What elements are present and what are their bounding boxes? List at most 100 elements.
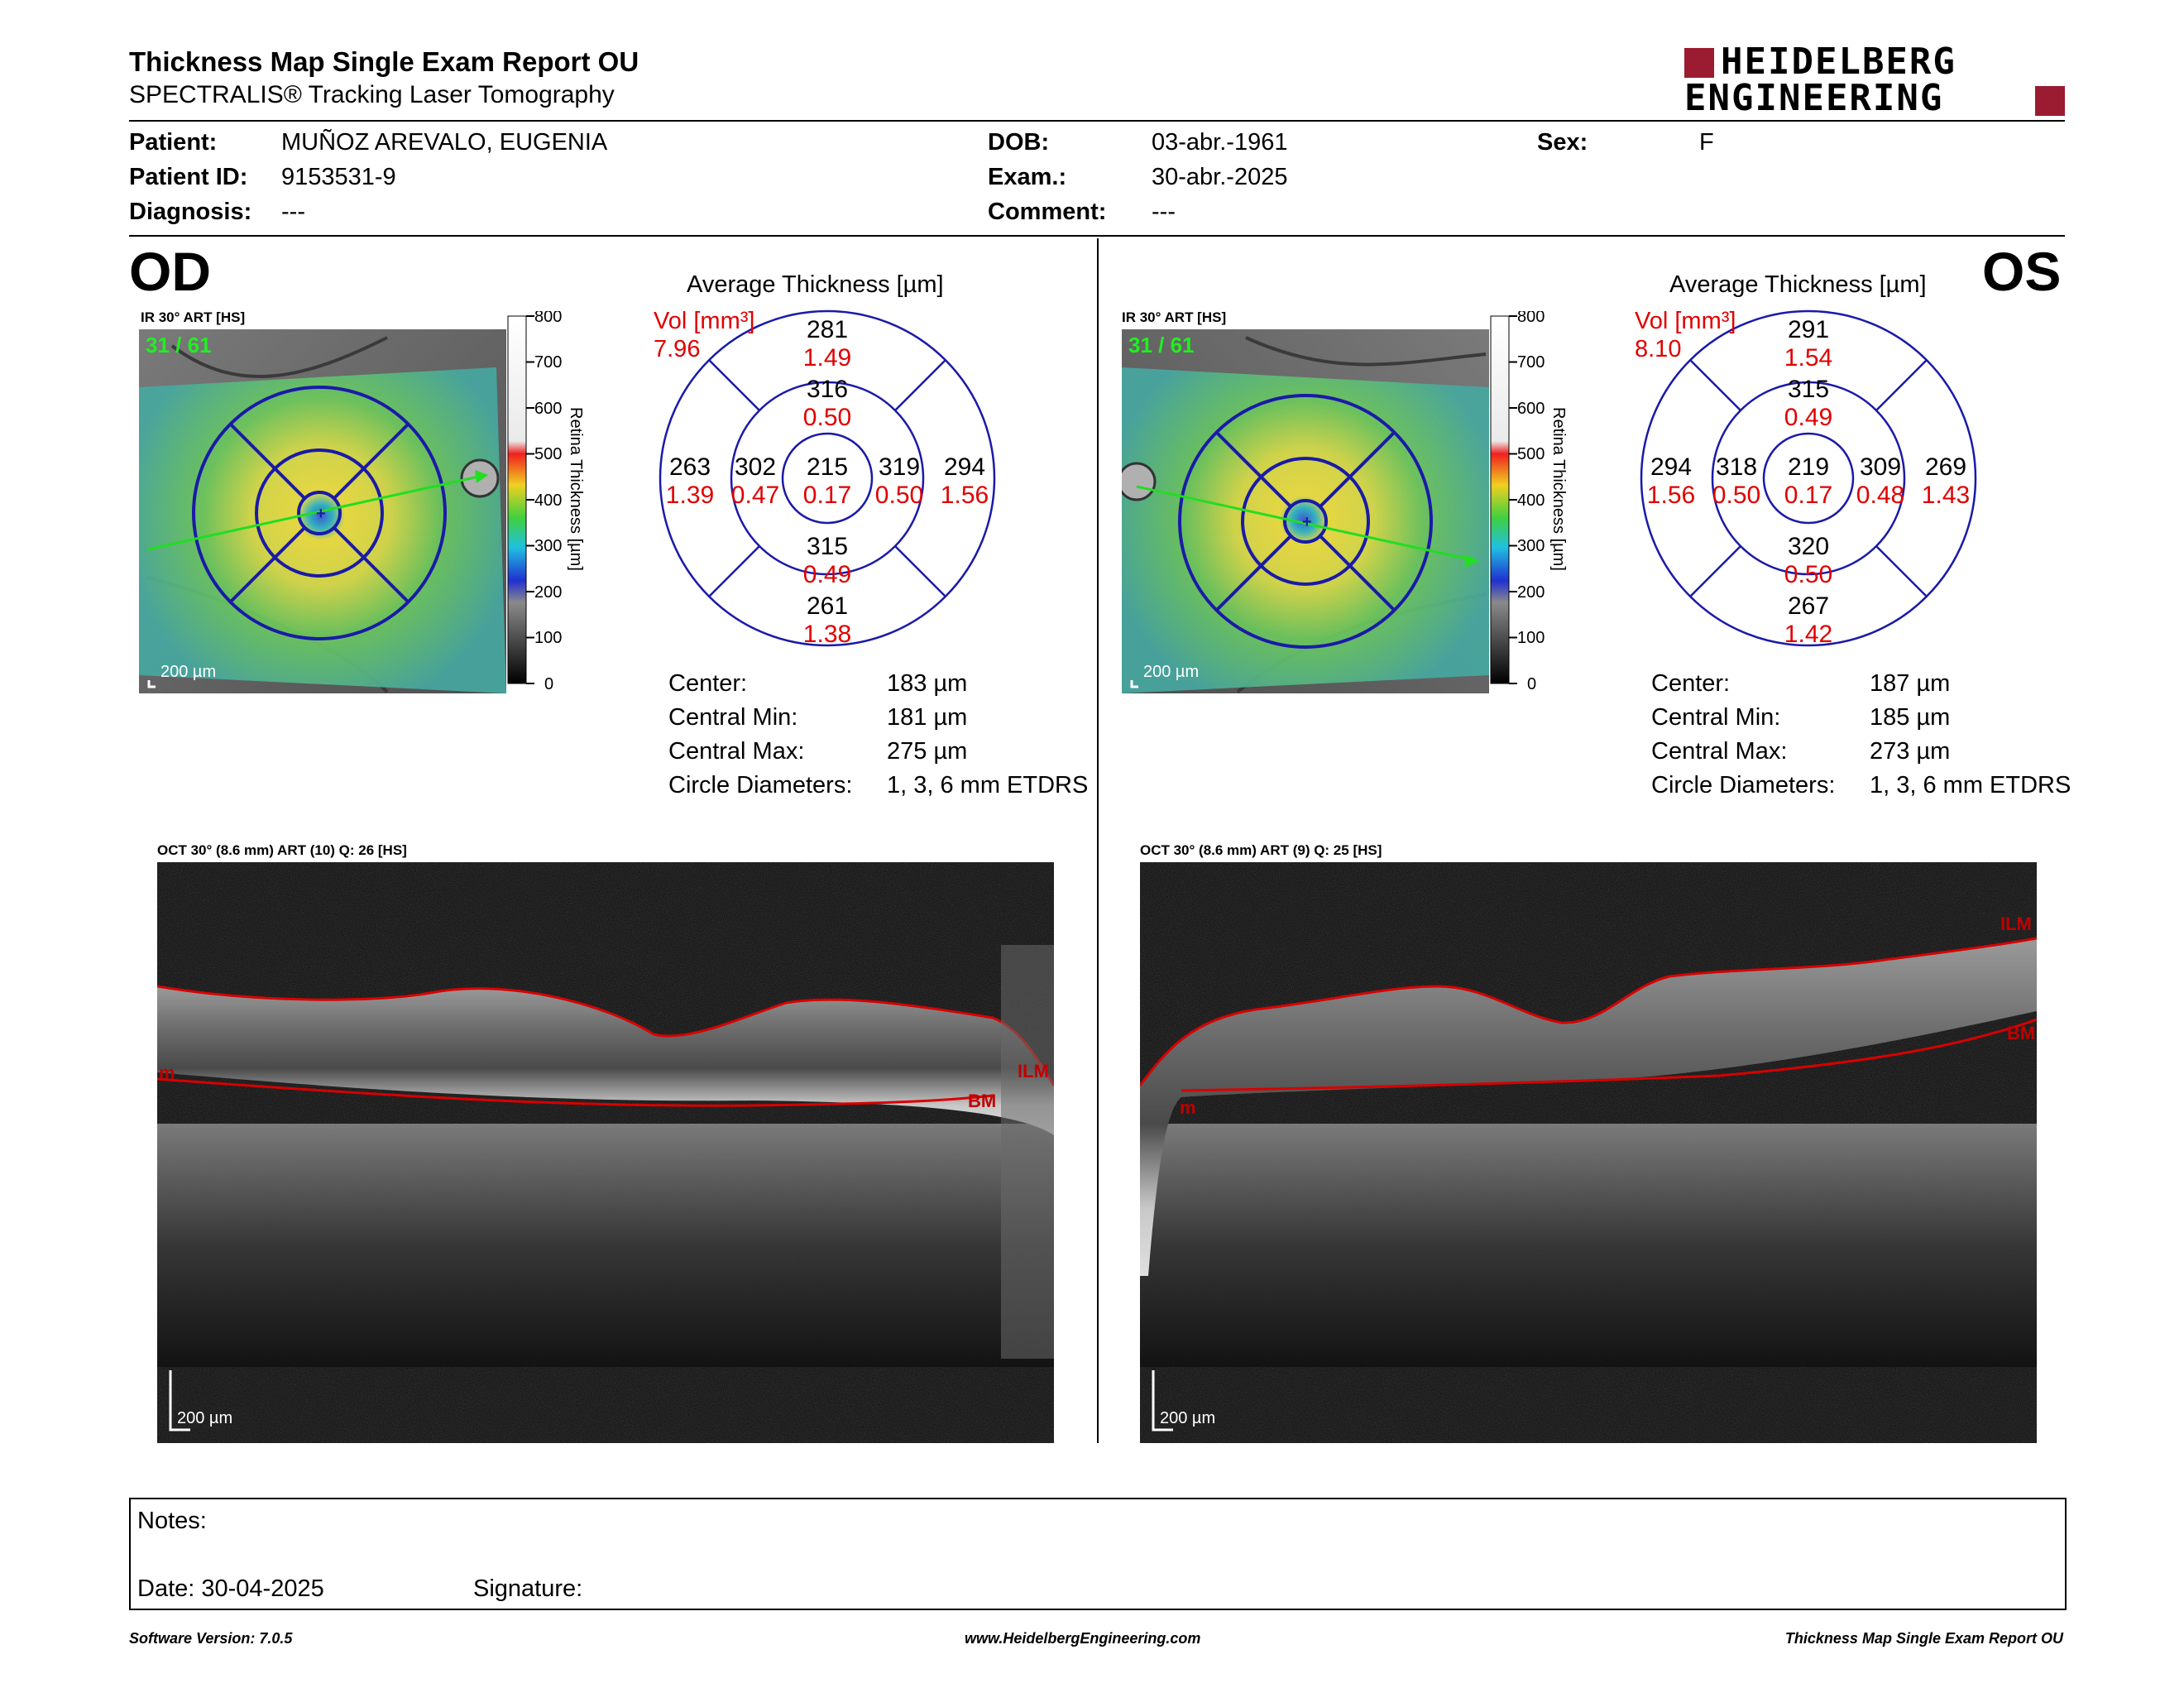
os-stat-diam-value: 1, 3, 6 mm ETDRS [1870,772,2071,798]
od-etdrs-grid [192,386,447,640]
od-stat-center-label: Center: [668,670,748,697]
od-scan-arrow-icon [475,470,488,483]
od-ilm-line [157,985,1054,1086]
os-colorbar: 800 700 600 500 400 300 200 100 0 Retina… [1490,311,1568,692]
notes-box[interactable]: Notes: Date: 30-04-2025 Signature: [129,1498,2067,1610]
patient-id-label: Patient ID: [129,164,248,190]
od-oct-scale-bar-icon [169,1370,190,1431]
eye-divider [1097,238,1099,1443]
os-stat-max-value: 273 µm [1870,738,1951,765]
logo-line-1: HEIDELBERG [1721,41,1956,83]
os-map-scale: 200 µm [1143,663,1199,681]
od-etdrs-chart: 281 1.49 316 0.50 263 1.39 302 0.47 215 … [659,309,996,648]
os-inner-sup-thickness: 315 [1788,376,1829,403]
od-oct-scale: 200 µm [177,1409,232,1427]
od-inner-sup-volume: 0.50 [803,404,851,431]
os-inner-inf-volume: 0.50 [1784,561,1832,588]
os-ilm-tag: ILM [2000,914,2032,934]
os-scan-arrow-icon [1464,554,1479,568]
header-rule [129,120,2065,122]
os-stat-diam-label: Circle Diameters: [1651,772,1836,798]
os-avg-title: Average Thickness [µm] [1669,271,1927,298]
os-bm-tag: BM [2007,1023,2035,1043]
od-stat-min-label: Central Min: [668,704,798,731]
colorbar-tick-100: 100 [534,629,562,647]
os-vol-total: 8.10 [1635,336,1682,362]
heidelberg-logo: HEIDELBERG ENGINEERING [1684,43,2065,117]
footer-website: www.HeidelbergEngineering.com [965,1630,1201,1647]
os-etdrs-chart: 291 1.54 315 0.49 294 1.56 318 0.50 219 … [1640,309,1977,648]
os-ir-label: IR 30° ART [HS] [1122,309,1227,325]
report-title: Thickness Map Single Exam Report OU [129,46,639,77]
os-colorbar-tick-100: 100 [1517,629,1545,647]
od-center-cross-icon: + [316,505,326,523]
notes-label: Notes: [137,1508,207,1534]
od-inner-right-volume: 0.50 [875,482,923,509]
od-outer-left-volume: 1.39 [666,482,714,509]
patient-rule [129,235,2065,237]
os-inner-left-thickness: 318 [1716,453,1757,481]
od-outer-inf-volume: 1.38 [803,621,851,648]
od-outer-sup-thickness: 281 [807,316,848,343]
od-inner-inf-thickness: 315 [807,533,848,560]
colorbar-tick-700: 700 [534,353,562,372]
od-map-scale: 200 µm [160,663,216,681]
os-colorbar-tick-0: 0 [1527,675,1536,692]
os-inner-right-volume: 0.48 [1856,482,1904,509]
comment-value: --- [1152,199,1176,225]
os-stat-center-label: Center: [1651,670,1731,697]
footer-report-name: Thickness Map Single Exam Report OU [1784,1630,2063,1647]
od-inner-inf-volume: 0.49 [803,561,851,588]
od-ir-label: IR 30° ART [HS] [141,309,246,325]
od-inner-left-thickness: 302 [735,453,776,481]
patient-name: MUÑOZ AREVALO, EUGENIA [281,129,608,156]
report-subtitle: SPECTRALIS® Tracking Laser Tomography [129,81,615,108]
os-colorbar-tick-600: 600 [1517,400,1545,418]
od-stat-diam-label: Circle Diameters: [668,772,853,798]
os-colorbar-tick-300: 300 [1517,537,1545,555]
os-oct-scale-bar-icon [1152,1370,1173,1431]
diagnosis-label: Diagnosis: [129,199,252,225]
os-vol-label: Vol [mm³] [1635,308,1736,334]
od-outer-inf-thickness: 261 [807,592,848,620]
od-stat-max-label: Central Max: [668,738,805,765]
os-center-volume: 0.17 [1784,482,1832,509]
os-outer-inf-volume: 1.42 [1784,621,1832,648]
os-colorbar-tick-200: 200 [1517,583,1545,602]
os-stat-max-label: Central Max: [1651,738,1788,765]
os-inner-sup-volume: 0.49 [1784,404,1832,431]
os-outer-sup-volume: 1.54 [1784,344,1832,372]
dob-label: DOB: [988,129,1050,156]
od-stat-diam-value: 1, 3, 6 mm ETDRS [887,772,1089,798]
exam-label: Exam.: [988,164,1067,190]
os-bm-line [1181,1018,2037,1092]
os-inner-inf-thickness: 320 [1788,533,1829,560]
od-map-scale-bar-icon [147,680,156,688]
os-colorbar-tick-500: 500 [1517,445,1545,463]
od-vol-total: 7.96 [654,336,701,362]
os-map-scale-bar-icon [1130,680,1138,688]
logo-square-icon [1684,48,1714,78]
os-outer-left-thickness: 294 [1650,453,1692,481]
os-scan-line [1136,485,1478,563]
sex-label: Sex: [1537,129,1588,156]
logo-square-icon-2 [2035,86,2065,116]
os-outer-sup-thickness: 291 [1788,316,1829,343]
os-stat-min-label: Central Min: [1651,704,1781,731]
os-oct-label: OCT 30° (8.6 mm) ART (9) Q: 25 [HS] [1140,842,1382,858]
os-eye-label: OS [1982,241,2062,302]
os-frames: 31 / 61 [1128,333,1195,357]
os-outer-right-thickness: 269 [1925,453,1966,481]
od-oct-scan: ILM BM m 200 µm [157,862,1054,1443]
os-ilm-line [1140,937,2037,1086]
od-outer-right-volume: 1.56 [941,482,989,509]
os-colorbar-tick-800: 800 [1517,311,1545,326]
od-inner-right-thickness: 319 [879,453,920,481]
od-ilm-tag: ILM [1018,1061,1049,1081]
os-outer-left-volume: 1.56 [1647,482,1695,509]
os-center-thickness: 219 [1788,453,1829,481]
od-center-thickness: 215 [807,453,848,481]
dob-value: 03-abr.-1961 [1152,129,1288,156]
os-oct-scale: 200 µm [1160,1409,1215,1427]
colorbar-tick-500: 500 [534,445,562,463]
